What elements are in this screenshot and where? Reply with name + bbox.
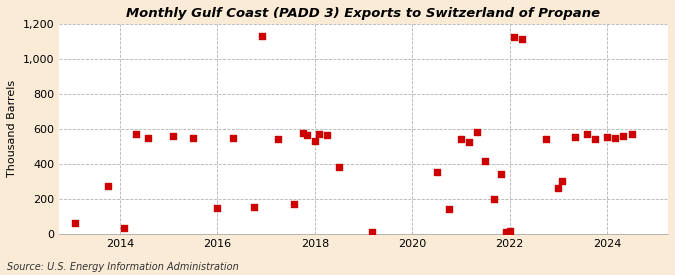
Point — [553, 185, 564, 190]
Point — [488, 197, 499, 201]
Point — [569, 134, 580, 139]
Point — [367, 230, 377, 234]
Point — [480, 159, 491, 164]
Point — [289, 202, 300, 206]
Point — [626, 132, 637, 136]
Point — [589, 136, 600, 141]
Y-axis label: Thousand Barrels: Thousand Barrels — [7, 80, 17, 177]
Point — [541, 137, 551, 142]
Point — [321, 133, 332, 137]
Point — [472, 130, 483, 135]
Point — [581, 132, 592, 136]
Point — [70, 220, 80, 225]
Point — [130, 132, 141, 136]
Point — [309, 139, 320, 143]
Point — [301, 133, 312, 137]
Point — [297, 131, 308, 136]
Point — [118, 226, 129, 230]
Point — [103, 184, 113, 188]
Point — [610, 136, 621, 140]
Point — [167, 134, 178, 138]
Point — [431, 170, 442, 174]
Point — [504, 229, 515, 233]
Text: Source: U.S. Energy Information Administration: Source: U.S. Energy Information Administ… — [7, 262, 238, 272]
Point — [601, 134, 612, 139]
Point — [212, 205, 223, 210]
Point — [273, 137, 284, 142]
Point — [443, 206, 454, 211]
Point — [188, 136, 198, 140]
Point — [142, 136, 153, 140]
Point — [464, 140, 475, 144]
Point — [248, 205, 259, 209]
Point — [516, 37, 527, 41]
Point — [618, 134, 628, 138]
Title: Monthly Gulf Coast (PADD 3) Exports to Switzerland of Propane: Monthly Gulf Coast (PADD 3) Exports to S… — [126, 7, 601, 20]
Point — [500, 230, 511, 234]
Point — [228, 136, 239, 140]
Point — [256, 34, 267, 38]
Point — [456, 137, 466, 142]
Point — [313, 132, 324, 136]
Point — [333, 165, 344, 170]
Point — [557, 178, 568, 183]
Point — [496, 172, 507, 177]
Point — [508, 35, 519, 39]
